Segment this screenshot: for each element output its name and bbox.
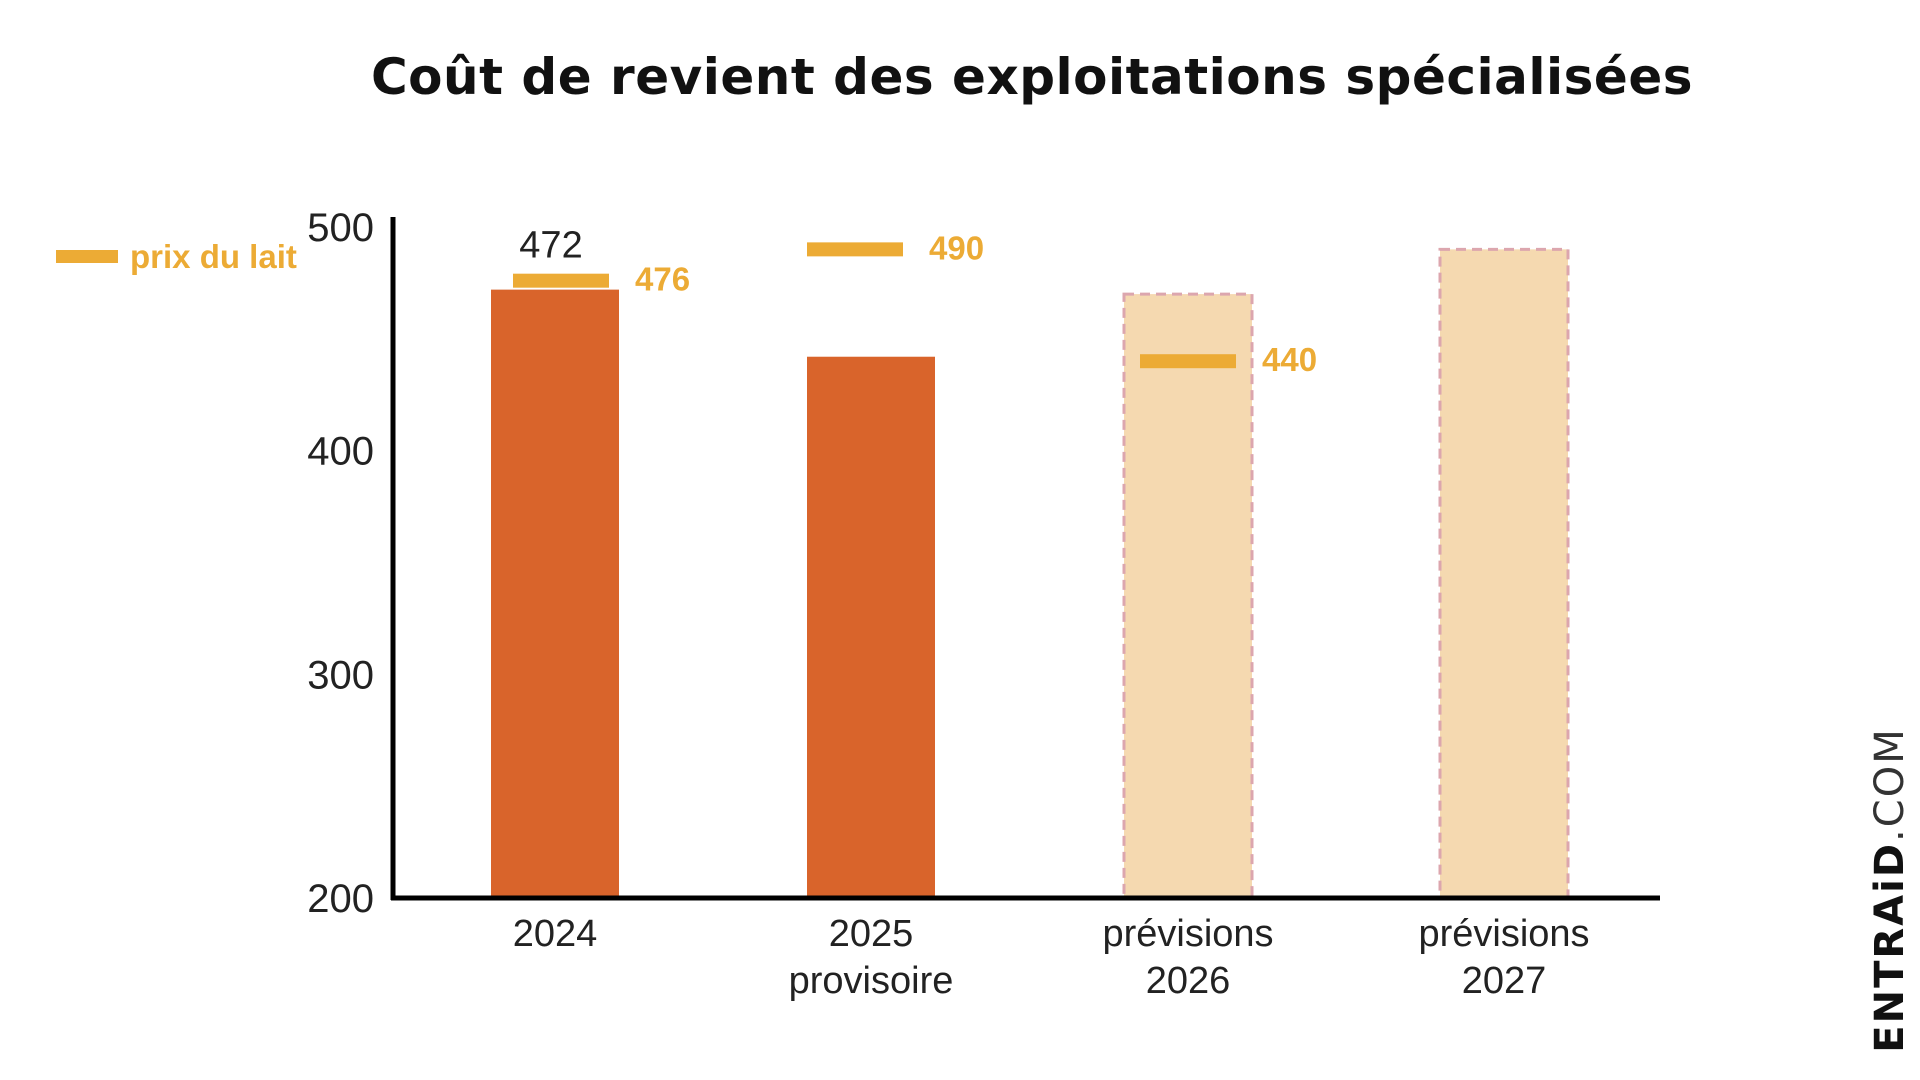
watermark-tld: .COM — [1867, 727, 1913, 842]
bar-0 — [491, 289, 619, 898]
y-tick-label-3: 500 — [307, 206, 374, 250]
y-tick-label-0: 200 — [307, 877, 374, 921]
x-tick-label-line: 2025 — [829, 913, 914, 955]
x-tick-label-line: provisoire — [789, 960, 954, 1002]
bar-2 — [1122, 292, 1254, 900]
x-tick-label-line: prévisions — [1418, 913, 1589, 955]
price-label-1: 490 — [929, 229, 984, 266]
x-tick-label-line: prévisions — [1102, 913, 1273, 955]
y-tick-label-1: 300 — [307, 653, 374, 697]
x-tick-label-1: 2025 provisoire — [789, 913, 954, 1002]
price-label-0: 476 — [635, 261, 690, 298]
bar-1 — [807, 356, 935, 898]
price-label-2: 440 — [1262, 341, 1317, 378]
x-tick-label-line: 2027 — [1462, 960, 1547, 1002]
price-marker-0 — [513, 273, 609, 288]
entraid-watermark: ENTRAiD.COM — [1867, 727, 1913, 1052]
legend-label-prix-du-lait: prix du lait — [130, 238, 297, 275]
x-tick-label-line: 2024 — [513, 913, 598, 955]
bar-3 — [1438, 247, 1570, 900]
bar-value-label-0: 472 — [519, 225, 582, 267]
watermark-brand: ENTRAiD — [1867, 841, 1913, 1053]
price-marker-1 — [807, 242, 903, 257]
legend-swatch-prix-du-lait — [56, 250, 118, 263]
x-tick-label-0: 2024 — [513, 913, 598, 955]
x-tick-label-line: 2026 — [1146, 960, 1231, 1002]
x-tick-label-2: prévisions 2026 — [1102, 913, 1273, 1002]
x-tick-label-3: prévisions 2027 — [1418, 913, 1589, 1002]
chart-title: Coût de revient des exploitations spécia… — [370, 48, 1694, 106]
price-marker-2 — [1140, 354, 1236, 369]
y-tick-label-2: 400 — [307, 430, 374, 474]
